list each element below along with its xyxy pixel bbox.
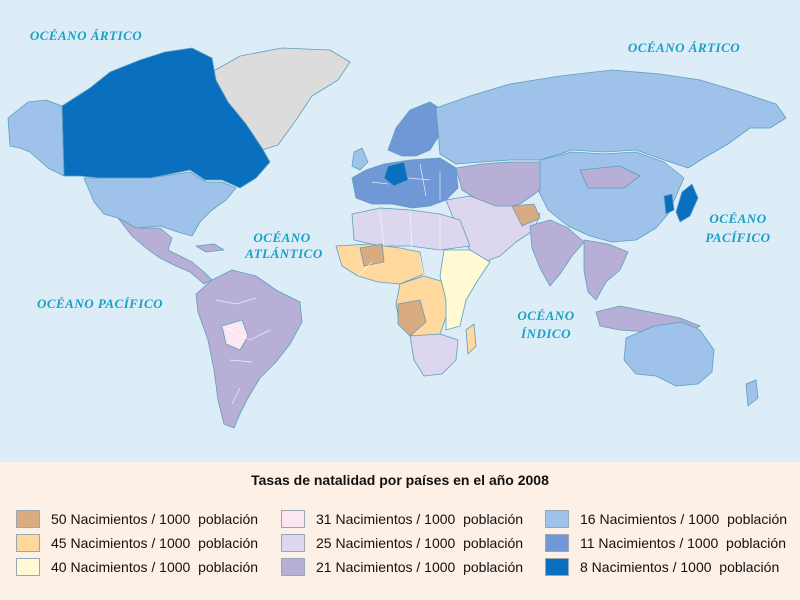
- region-mali-niger: [359, 243, 385, 267]
- region-west-africa: [335, 243, 425, 285]
- region-drc-angola: [397, 299, 427, 337]
- legend-swatch-11: [545, 534, 569, 552]
- legend-label-45: 45 Nacimientos / 1000 población: [51, 535, 259, 551]
- region-mexico-central-america: [117, 217, 213, 285]
- legend-item-21: 21 Nacimientos / 1000 población: [281, 555, 523, 579]
- legend-label-40: 40 Nacimientos / 1000 población: [51, 559, 259, 575]
- region-east-africa: [439, 249, 491, 331]
- legend-item-25: 25 Nacimientos / 1000 población: [281, 531, 523, 555]
- region-eu-border: [371, 163, 441, 200]
- legend-swatch-45: [16, 534, 40, 552]
- region-australia: [623, 321, 715, 387]
- legend-column-1: 50 Nacimientos / 1000 población 45 Nacim…: [16, 507, 258, 579]
- ocean-label-arctic-right: OCÉANO ÁRTICO: [628, 40, 740, 55]
- ocean-label-indian-line2: ÍNDICO: [520, 326, 571, 341]
- legend-item-40: 40 Nacimientos / 1000 población: [16, 555, 258, 579]
- legend-swatch-25: [281, 534, 305, 552]
- region-new-zealand: [745, 379, 759, 407]
- ocean-label-atlantic-line1: OCÉANO: [253, 230, 310, 245]
- legend-swatch-8: [545, 558, 569, 576]
- legend-label-11: 11 Nacimientos / 1000 población: [580, 535, 786, 551]
- region-southern-africa: [409, 333, 459, 377]
- legend-label-21: 21 Nacimientos / 1000 población: [316, 559, 524, 575]
- region-alaska: [7, 99, 65, 177]
- legend-swatch-50: [16, 510, 40, 528]
- legend-label-31: 31 Nacimientos / 1000 población: [316, 511, 524, 527]
- legend-column-2: 31 Nacimientos / 1000 población 25 Nacim…: [281, 507, 523, 579]
- legend-title: Tasas de natalidad por países en el año …: [251, 472, 549, 488]
- ocean-label-arctic-left: OCÉANO ÁRTICO: [30, 28, 142, 43]
- legend-item-11: 11 Nacimientos / 1000 población: [545, 531, 787, 555]
- region-germany: [383, 161, 409, 187]
- region-china: [537, 151, 685, 243]
- legend-column-3: 16 Nacimientos / 1000 población 11 Nacim…: [545, 507, 787, 579]
- legend-item-16: 16 Nacimientos / 1000 población: [545, 507, 787, 531]
- legend-item-8: 8 Nacimientos / 1000 población: [545, 555, 787, 579]
- region-south-america: [195, 269, 303, 429]
- world-map: OCÉANO ÁRTICO OCÉANO ÁRTICO OCÉANO ATLÁN…: [7, 28, 787, 429]
- region-africa-border: [357, 211, 441, 277]
- legend-label-25: 25 Nacimientos / 1000 población: [316, 535, 524, 551]
- region-russia: [435, 69, 787, 169]
- legend-item-45: 45 Nacimientos / 1000 población: [16, 531, 258, 555]
- region-southeast-asia: [583, 239, 629, 301]
- ocean-label-pacific-right-line1: OCÉANO: [709, 211, 766, 226]
- legend-label-50: 50 Nacimientos / 1000 población: [51, 511, 259, 527]
- legend-item-50: 50 Nacimientos / 1000 población: [16, 507, 258, 531]
- region-bolivia: [221, 319, 249, 351]
- world-map-svg: OCÉANO ÁRTICO OCÉANO ÁRTICO OCÉANO ATLÁN…: [7, 28, 787, 429]
- ocean-label-atlantic-line2: ATLÁNTICO: [244, 246, 323, 261]
- region-japan: [675, 183, 699, 223]
- region-mongolia: [579, 165, 641, 189]
- region-uk: [351, 147, 369, 171]
- map-legend: Tasas de natalidad por países en el año …: [0, 462, 800, 600]
- ocean-label-pacific-right-line2: PACÍFICO: [705, 230, 770, 245]
- legend-label-16: 16 Nacimientos / 1000 población: [580, 511, 788, 527]
- region-korea: [663, 193, 675, 215]
- legend-item-31: 31 Nacimientos / 1000 población: [281, 507, 523, 531]
- region-madagascar: [465, 323, 477, 355]
- region-western-europe: [351, 157, 459, 209]
- legend-swatch-21: [281, 558, 305, 576]
- ocean-label-pacific-left: OCÉANO PACÍFICO: [37, 296, 163, 311]
- legend-swatch-40: [16, 558, 40, 576]
- region-caribbean: [195, 243, 225, 253]
- region-afghanistan: [511, 203, 541, 227]
- legend-swatch-16: [545, 510, 569, 528]
- region-sa-border: [215, 297, 271, 405]
- legend-label-8: 8 Nacimientos / 1000 población: [580, 559, 780, 575]
- region-india: [529, 219, 585, 287]
- legend-swatch-31: [281, 510, 305, 528]
- ocean-label-indian-line1: OCÉANO: [517, 308, 574, 323]
- region-central-asia: [455, 161, 541, 211]
